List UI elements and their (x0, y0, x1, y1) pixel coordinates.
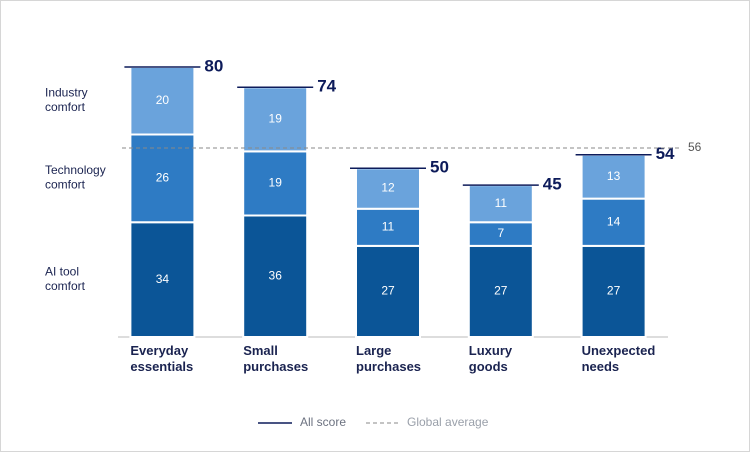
bar-segment (580, 153, 647, 200)
x-tick-label-line: purchases (243, 359, 308, 374)
value-label: 12 (381, 181, 395, 195)
bar-segment (355, 244, 421, 338)
bar-segment (467, 244, 534, 338)
bar-segment (242, 150, 309, 217)
legend-label: All score (300, 415, 346, 429)
x-tick-label-line: purchases (356, 359, 421, 374)
bar-segment (355, 207, 421, 247)
value-label: 7 (497, 226, 504, 240)
x-tick-label: Luxury goods (469, 344, 513, 375)
value-label: 34 (156, 272, 170, 286)
value-label: 36 (269, 268, 283, 282)
x-tick-label-line: needs (582, 359, 620, 374)
series-label: AI tool comfort (45, 265, 86, 293)
value-label: 20 (156, 93, 170, 107)
x-tick-label: Small purchases (243, 344, 308, 375)
all-score-label: 80 (204, 56, 223, 75)
x-tick-label-line: Everyday (130, 344, 189, 359)
x-tick-label: Unexpected needs (582, 344, 656, 375)
value-label: 19 (269, 176, 283, 190)
x-tick-label-line: Small (243, 344, 278, 359)
global-average-label: 56 (688, 140, 702, 154)
value-label: 27 (607, 284, 621, 298)
bar-segment (242, 86, 309, 153)
value-label: 27 (381, 284, 395, 298)
value-label: 11 (495, 196, 508, 210)
series-label-line: Industry (45, 86, 88, 100)
all-score-label: 74 (317, 77, 336, 96)
bar-segment (355, 167, 421, 210)
all-score-label: 54 (656, 144, 675, 163)
all-score-label: 50 (430, 158, 449, 177)
x-tick-label-line: Unexpected (582, 344, 656, 359)
value-label: 14 (607, 214, 621, 228)
value-label: 27 (494, 284, 508, 298)
bar-segment (580, 244, 647, 338)
bar-segment (467, 184, 534, 224)
series-label-line: comfort (45, 100, 86, 114)
series-label-line: AI tool (45, 265, 79, 279)
x-tick-label-line: essentials (130, 359, 193, 374)
series-label-line: comfort (45, 178, 86, 192)
legend-label: Global average (407, 415, 489, 429)
bar-segment (129, 221, 196, 338)
x-tick-label-line: Large (356, 344, 391, 359)
bar-segment (129, 133, 196, 224)
all-score-label: 45 (543, 175, 562, 194)
value-label: 11 (382, 219, 395, 233)
value-label: 26 (156, 171, 170, 185)
bar-segment (580, 197, 647, 247)
bar-segment (242, 214, 309, 338)
series-label: Technology comfort (45, 163, 106, 191)
value-label: 13 (607, 169, 621, 183)
series-label-line: comfort (45, 279, 86, 293)
series-label-line: Technology (45, 163, 106, 177)
x-tick-label: Large purchases (356, 344, 421, 375)
x-tick-label: Everyday essentials (130, 344, 193, 375)
x-tick-label-line: Luxury (469, 344, 513, 359)
value-label: 19 (269, 111, 283, 125)
series-label: Industry comfort (45, 86, 88, 114)
x-tick-label-line: goods (469, 359, 508, 374)
